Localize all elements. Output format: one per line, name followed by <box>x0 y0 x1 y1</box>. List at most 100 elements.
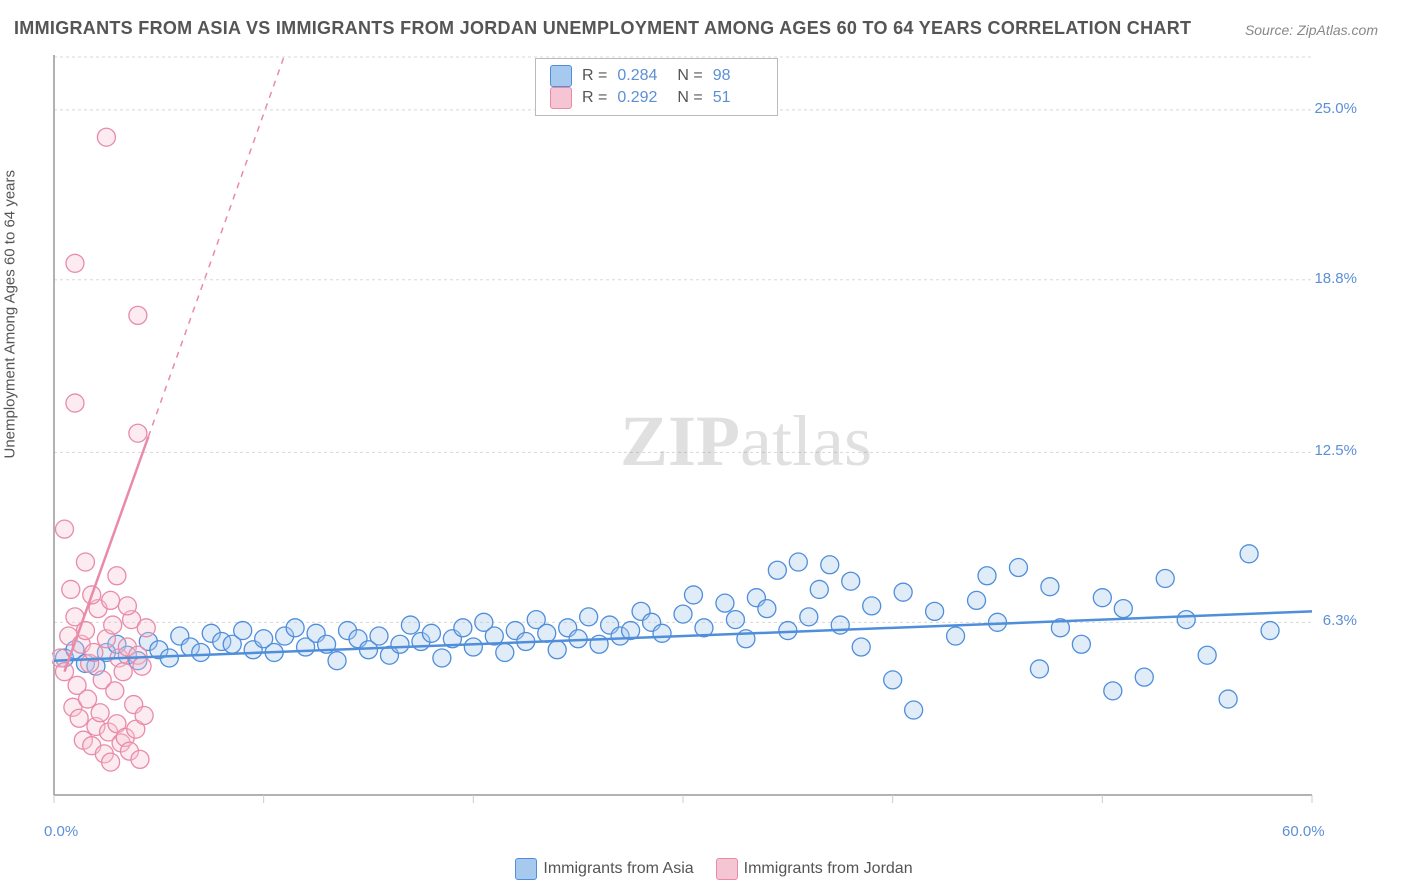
chart-svg <box>52 55 1362 815</box>
stats-row: R = 0.284 N = 98 <box>550 65 763 87</box>
data-point <box>370 627 388 645</box>
data-point <box>131 750 149 768</box>
data-point <box>97 128 115 146</box>
y-axis-label: Unemployment Among Ages 60 to 64 years <box>2 170 19 459</box>
data-point <box>580 608 598 626</box>
y-tick-label: 12.5% <box>1314 442 1357 459</box>
data-point <box>135 707 153 725</box>
data-point <box>192 643 210 661</box>
data-point <box>133 657 151 675</box>
data-point <box>106 682 124 700</box>
data-point <box>548 641 566 659</box>
data-point <box>1156 569 1174 587</box>
data-point <box>1219 690 1237 708</box>
data-point <box>831 616 849 634</box>
stat-r-value: 0.292 <box>617 89 667 107</box>
data-point <box>716 594 734 612</box>
stat-r-value: 0.284 <box>617 67 667 85</box>
data-point <box>852 638 870 656</box>
data-point <box>62 580 80 598</box>
data-point <box>433 649 451 667</box>
stats-legend-box: R =0.284N =98R =0.292N =51 <box>535 58 778 116</box>
stats-row: R =0.292N =51 <box>550 87 763 109</box>
y-tick-label: 18.8% <box>1314 270 1357 287</box>
y-tick-label: 6.3% <box>1323 612 1357 629</box>
data-point <box>391 635 409 653</box>
x-tick-label: 0.0% <box>44 823 78 840</box>
data-point <box>905 701 923 719</box>
plot-area: 6.3%12.5%18.8%25.0% 0.0%60.0% <box>52 55 1362 815</box>
data-point <box>1114 600 1132 618</box>
data-point <box>884 671 902 689</box>
stat-n-label: N = <box>677 67 702 85</box>
data-point <box>118 597 136 615</box>
source-attribution: Source: ZipAtlas.com <box>1245 22 1378 38</box>
data-point <box>66 254 84 272</box>
data-point <box>1041 578 1059 596</box>
data-point <box>978 567 996 585</box>
data-point <box>758 600 776 618</box>
legend-swatch <box>515 858 537 880</box>
data-point <box>1240 545 1258 563</box>
data-point <box>464 638 482 656</box>
data-point <box>108 567 126 585</box>
y-tick-label: 25.0% <box>1314 100 1357 117</box>
data-point <box>726 611 744 629</box>
data-point <box>968 591 986 609</box>
data-point <box>894 583 912 601</box>
stat-r-label: R = <box>582 67 607 85</box>
data-point <box>55 520 73 538</box>
data-point <box>114 663 132 681</box>
data-point <box>422 624 440 642</box>
data-point <box>653 624 671 642</box>
data-point <box>1093 589 1111 607</box>
data-point <box>1072 635 1090 653</box>
data-point <box>160 649 178 667</box>
data-point <box>789 553 807 571</box>
data-point <box>947 627 965 645</box>
data-point <box>102 753 120 771</box>
data-point <box>684 586 702 604</box>
data-point <box>79 690 97 708</box>
data-point <box>1261 622 1279 640</box>
legend-swatch <box>716 858 738 880</box>
footer-legend: Immigrants from AsiaImmigrants from Jord… <box>0 858 1406 880</box>
data-point <box>129 306 147 324</box>
data-point <box>842 572 860 590</box>
data-point <box>70 709 88 727</box>
data-point <box>674 605 692 623</box>
data-point <box>496 643 514 661</box>
chart-title: IMMIGRANTS FROM ASIA VS IMMIGRANTS FROM … <box>14 18 1191 39</box>
data-point <box>926 602 944 620</box>
legend-swatch <box>550 65 572 87</box>
data-point <box>66 394 84 412</box>
data-point <box>454 619 472 637</box>
data-point <box>286 619 304 637</box>
data-point <box>1104 682 1122 700</box>
data-point <box>1030 660 1048 678</box>
legend-swatch <box>550 87 572 109</box>
x-tick-label: 60.0% <box>1282 823 1325 840</box>
stat-n-label: N = <box>677 89 702 107</box>
data-point <box>1009 559 1027 577</box>
data-point <box>234 622 252 640</box>
data-point <box>821 556 839 574</box>
data-point <box>1198 646 1216 664</box>
stat-n-value: 98 <box>713 67 763 85</box>
data-point <box>104 616 122 634</box>
data-point <box>102 591 120 609</box>
data-point <box>1135 668 1153 686</box>
data-point <box>800 608 818 626</box>
data-point <box>401 616 419 634</box>
data-point <box>328 652 346 670</box>
data-point <box>129 424 147 442</box>
data-point <box>768 561 786 579</box>
data-point <box>863 597 881 615</box>
data-point <box>76 553 94 571</box>
data-point <box>91 704 109 722</box>
data-point <box>1177 611 1195 629</box>
data-point <box>810 580 828 598</box>
data-point <box>137 619 155 637</box>
stat-r-label: R = <box>582 89 607 107</box>
data-point <box>538 624 556 642</box>
